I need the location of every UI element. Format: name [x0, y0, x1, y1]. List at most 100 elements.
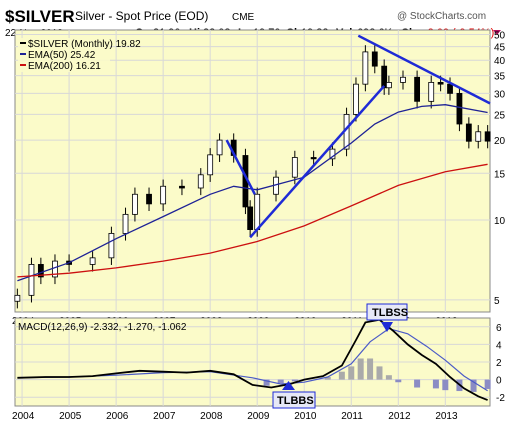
histogram-bar — [414, 379, 421, 388]
down-arrow-icon — [493, 30, 501, 35]
price-legend: $SILVER (Monthly) 19.82 EMA(50) 25.42 EM… — [18, 38, 141, 72]
candle-body — [381, 65, 388, 89]
symbol-title: $SILVER — [5, 7, 75, 26]
candle-body — [291, 157, 298, 178]
price-tick-label: 30 — [494, 89, 506, 100]
histogram-bar — [432, 379, 439, 389]
candle-body — [108, 233, 115, 259]
tlbbs-label: TLBBS — [277, 395, 314, 407]
macd-year-tick-label: 2008 — [200, 411, 223, 422]
macd-time-axis: 2004 2005 2006 2007 2008 2009 2010 2011 2012 2013 — [12, 411, 458, 422]
macd-year-tick-label: 2011 — [341, 411, 363, 422]
candle-body — [329, 148, 336, 160]
macd-year-tick-label: 2007 — [153, 411, 176, 422]
candle-body — [447, 83, 453, 94]
legend-ema200: EMA(200) 16.21 — [28, 61, 101, 72]
candle-body — [310, 157, 317, 160]
candle-body — [414, 76, 421, 102]
exchange-label: CME — [232, 12, 255, 23]
histogram-bar — [324, 376, 331, 380]
price-tick-label: 20 — [494, 136, 506, 147]
candle-body — [428, 82, 435, 102]
price-tick-label: 35 — [494, 72, 506, 83]
candle-body — [385, 82, 392, 89]
candle-body — [437, 82, 444, 85]
price-tick-label: 40 — [494, 56, 506, 67]
trendlines — [225, 34, 491, 239]
candle-body — [122, 213, 129, 234]
signal-line — [17, 327, 488, 392]
candle-body — [160, 185, 167, 205]
watermark: @ StockCharts.com — [397, 11, 486, 22]
candle-body — [132, 193, 138, 215]
price-tick-label: 15 — [494, 169, 506, 180]
histogram-bar — [367, 358, 374, 380]
histogram-bar — [263, 379, 270, 386]
macd-year-tick-label: 2012 — [388, 411, 411, 422]
macd-year-tick-label: 2004 — [12, 411, 35, 422]
legend-ema50: EMA(50) 25.42 — [28, 50, 96, 61]
macd-line — [17, 318, 488, 401]
ema200-line — [17, 163, 488, 278]
histogram-bar — [442, 379, 449, 391]
candle-body — [456, 92, 463, 125]
trendline — [225, 139, 256, 195]
candle-body — [14, 294, 21, 302]
candle-body — [197, 174, 204, 189]
macd-tick-label: 6 — [496, 323, 502, 334]
histogram-bar — [376, 366, 383, 380]
macd-year-tick-label: 2005 — [59, 411, 82, 422]
candle-body — [475, 131, 482, 142]
up-triangle-icon — [282, 381, 295, 390]
histogram-bar — [277, 379, 284, 384]
candle-body — [353, 83, 359, 115]
macd-series — [17, 318, 491, 401]
candle-body — [179, 185, 185, 189]
candle-body — [216, 139, 223, 156]
price-tick-label: 5 — [494, 296, 500, 307]
candle-body — [362, 51, 369, 85]
macd-legend: MACD(12,26,9) -2.332, -1.270, -1.062 — [18, 322, 187, 333]
price-tick-label: 25 — [494, 110, 506, 121]
macd-axis: -2 0 2 4 6 — [496, 323, 505, 404]
macd-year-tick-label: 2006 — [106, 411, 129, 422]
candle-body — [37, 264, 44, 278]
price-panel — [14, 29, 491, 313]
legend-price: $SILVER (Monthly) 19.82 — [28, 39, 141, 50]
histogram-bar — [348, 366, 355, 380]
trendline — [357, 34, 491, 105]
price-series — [14, 45, 491, 309]
candle-body — [465, 123, 472, 142]
histogram-bar — [338, 371, 345, 380]
candle-body — [484, 131, 491, 142]
macd-year-tick-label: 2010 — [294, 411, 317, 422]
histogram-bar — [291, 379, 298, 382]
down-triangle-icon — [381, 322, 393, 332]
macd-year-tick-label: 2013 — [435, 411, 458, 422]
histogram-bar — [357, 358, 364, 380]
price-tick-label: 45 — [494, 43, 506, 54]
macd-year-tick-label: 2009 — [247, 411, 270, 422]
tlbss-label: TLBSS — [372, 307, 408, 319]
histogram-bar — [470, 379, 477, 392]
candle-body — [247, 206, 254, 230]
price-tick-label: 10 — [494, 216, 506, 227]
candle-body — [146, 193, 152, 205]
macd-tick-label: -2 — [496, 393, 505, 404]
candle-body — [371, 51, 378, 67]
tlbss-annotation: TLBSS — [366, 303, 408, 332]
macd-tick-label: 0 — [496, 376, 502, 387]
candle-body — [400, 76, 406, 83]
candle-body — [89, 257, 96, 265]
histogram-bar — [395, 379, 402, 383]
instrument-name: Silver - Spot Price (EOD) — [75, 9, 208, 23]
macd-tick-label: 4 — [496, 340, 502, 351]
tlbbs-annotation: TLBBS — [272, 381, 316, 409]
candle-body — [254, 193, 261, 230]
macd-tick-label: 2 — [496, 358, 502, 369]
price-tick-label: 50 — [494, 31, 506, 42]
histogram-bar — [484, 379, 491, 389]
macd-grid — [15, 318, 490, 406]
